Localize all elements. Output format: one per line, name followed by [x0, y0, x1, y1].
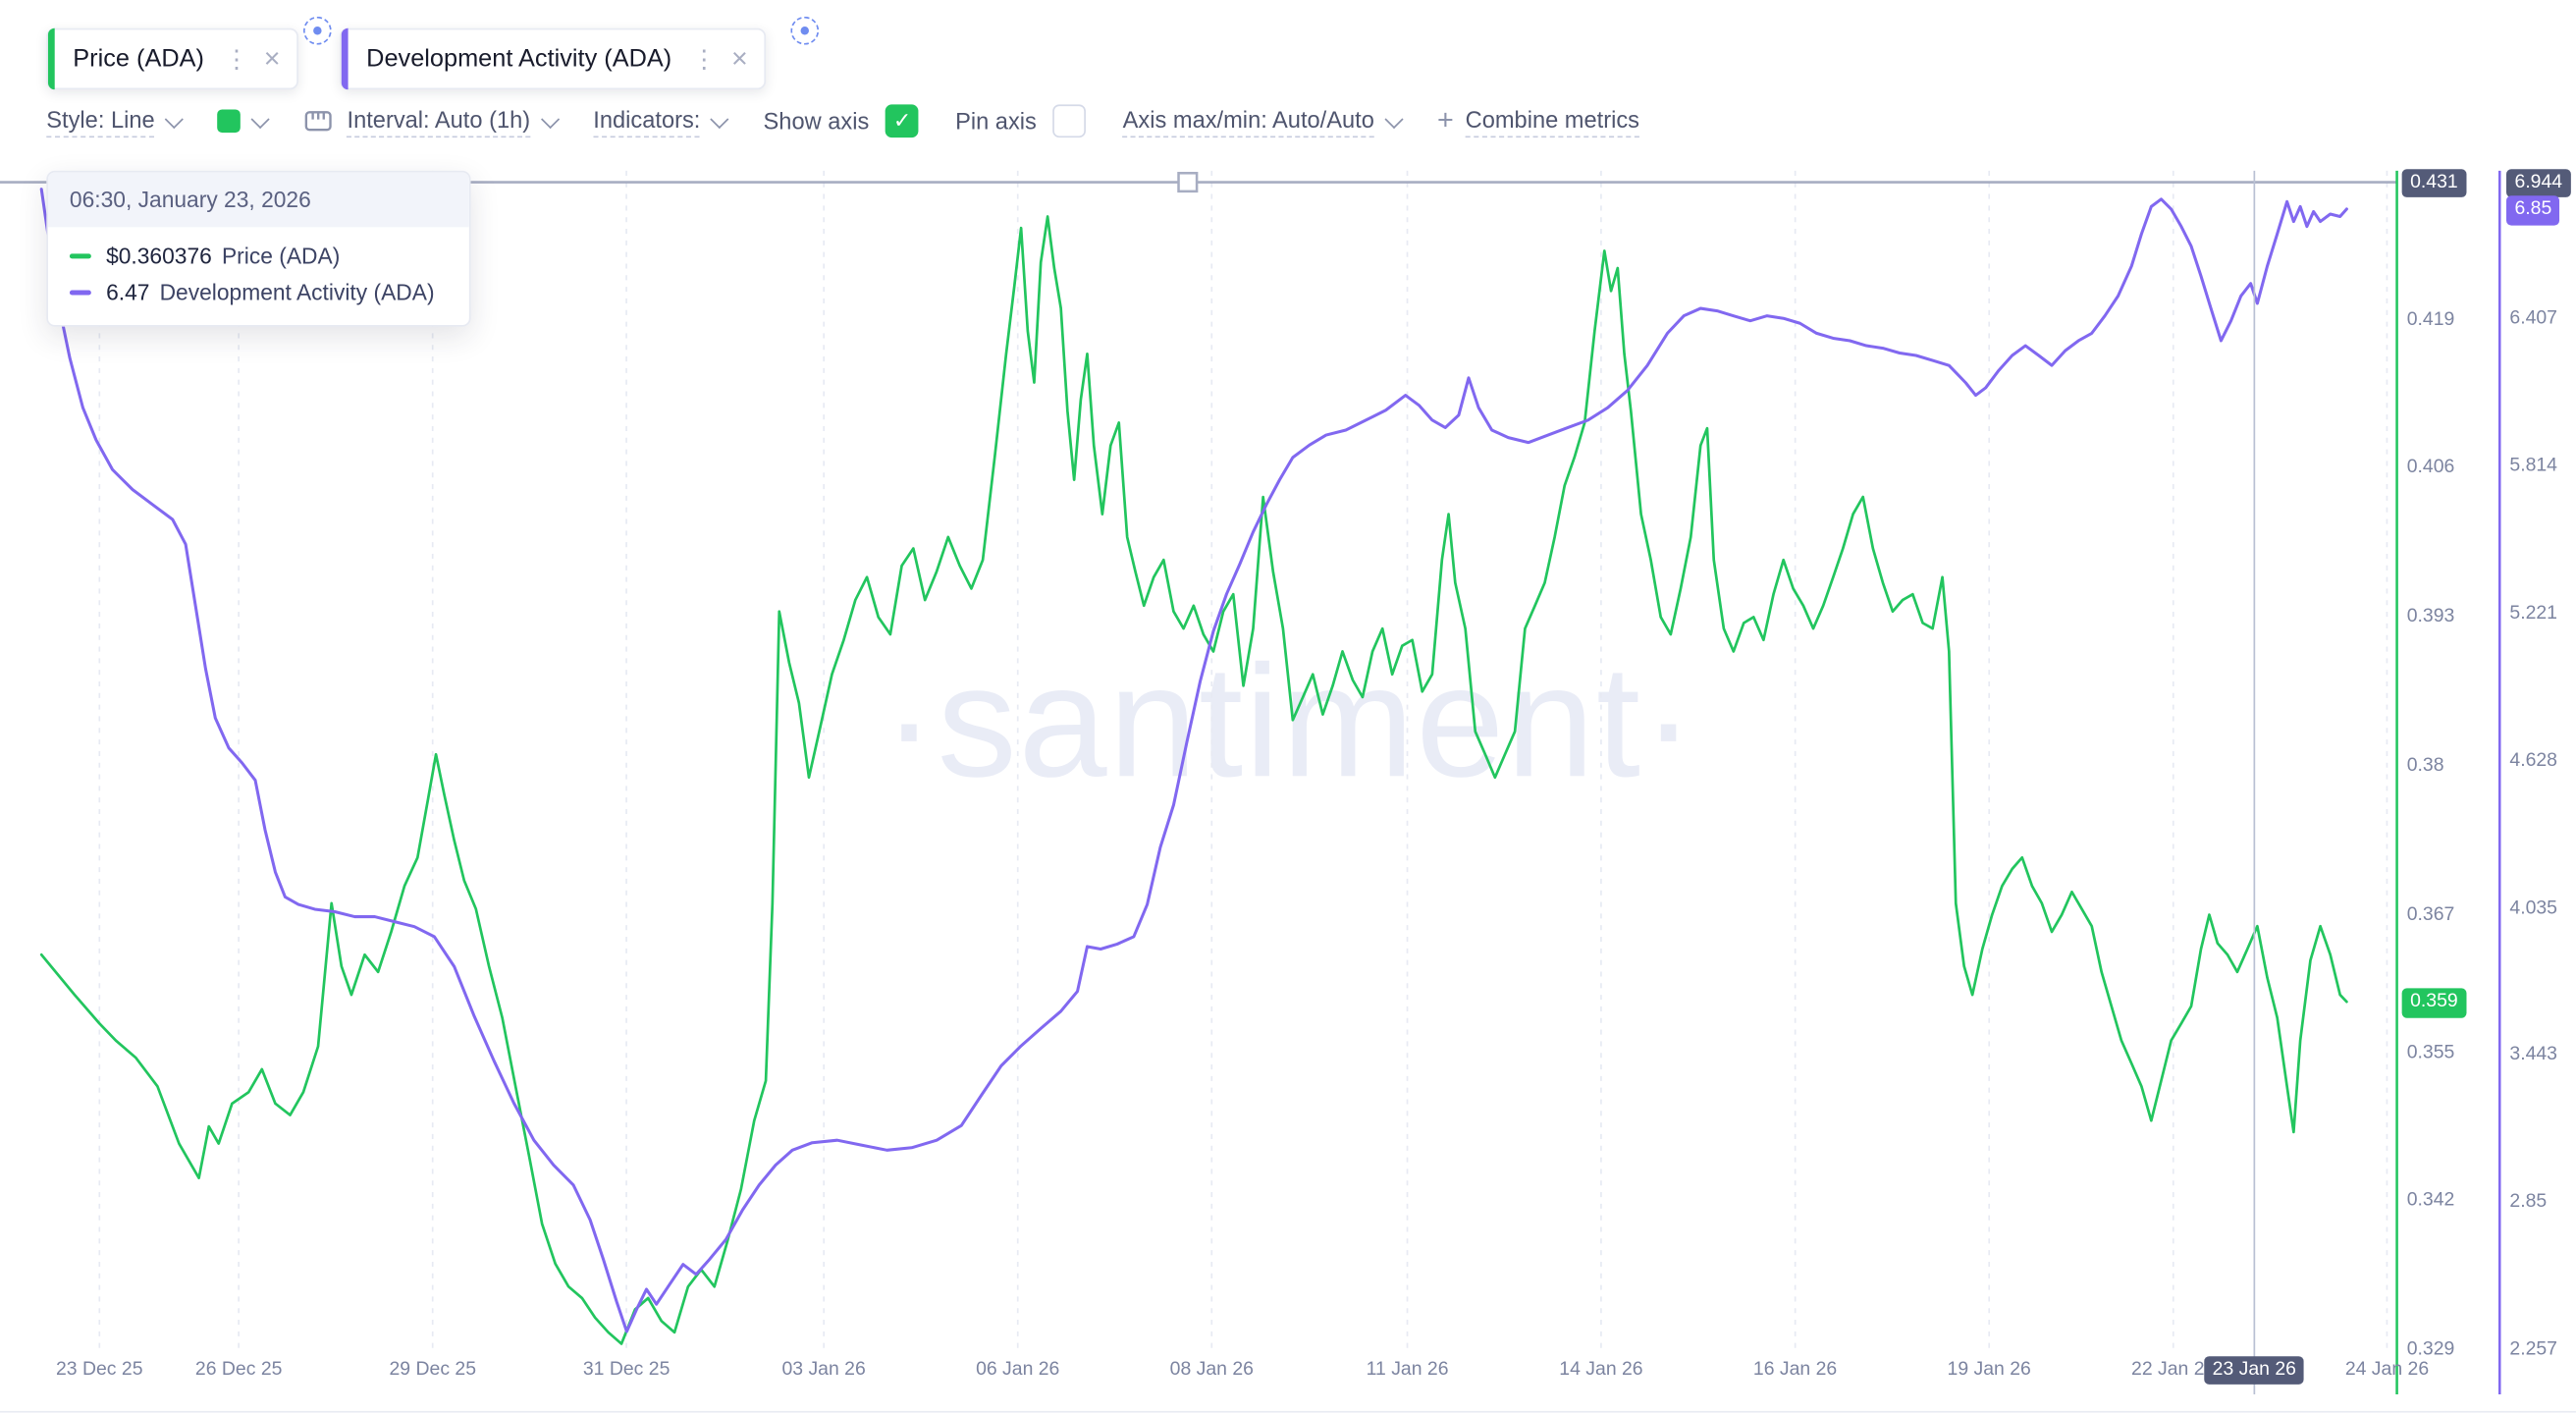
dev-axis-tick: 6.407 — [2509, 308, 2557, 330]
x-axis-label: 16 Jan 26 — [1752, 1359, 1838, 1380]
interval-dropdown[interactable]: Interval: Auto (1h) — [304, 105, 560, 137]
axis-maxmin-dropdown[interactable]: Axis max/min: Auto/Auto — [1122, 105, 1404, 137]
pin-axis-label: Pin axis — [955, 107, 1037, 135]
interval-icon — [305, 111, 333, 132]
indicators-dropdown[interactable]: Indicators: — [593, 105, 730, 137]
chevron-down-icon — [1384, 109, 1404, 129]
chevron-down-icon — [165, 109, 185, 129]
color-swatch[interactable] — [217, 109, 242, 134]
price-axis-tick: 0.38 — [2406, 755, 2444, 777]
threshold-handle[interactable] — [1177, 172, 1199, 193]
color-swatch-dropdown[interactable] — [217, 109, 271, 134]
dev-axis-tick: 3.443 — [2509, 1045, 2557, 1065]
metric-tab-dev-activity[interactable]: Development Activity (ADA) ⋮ × — [340, 27, 767, 90]
pin-axis-toggle[interactable]: Pin axis — [955, 104, 1087, 138]
chart-tooltip: 06:30, January 23, 2026 $0.360376 Price … — [46, 170, 471, 327]
plus-icon: + — [1437, 104, 1454, 136]
dev-axis-tick: 2.257 — [2509, 1339, 2557, 1360]
x-axis-label: 06 Jan 26 — [976, 1359, 1060, 1380]
tooltip-price-value: $0.360376 — [106, 244, 212, 269]
price-axis-tick: 0.342 — [2406, 1190, 2455, 1212]
metric-tab-price[interactable]: Price (ADA) ⋮ × — [46, 27, 299, 90]
close-icon[interactable]: × — [263, 42, 281, 75]
x-axis-label: 24 Jan 26 — [2344, 1359, 2430, 1380]
threshold-price-badge: 0.431 — [2401, 169, 2467, 198]
style-dropdown-label: Style: Line — [46, 105, 155, 137]
interval-label: Interval: Auto (1h) — [347, 105, 531, 137]
x-axis-label: 26 Dec 25 — [194, 1359, 283, 1380]
pin-axis-checkbox[interactable] — [1052, 104, 1087, 138]
metric-tabs: Price (ADA) ⋮ × Development Activity (AD… — [0, 0, 2576, 99]
bottom-divider — [0, 1410, 2576, 1413]
combine-metrics-label: Combine metrics — [1465, 105, 1639, 137]
dev-axis-tick: 2.85 — [2509, 1192, 2548, 1213]
price-axis-tick: 0.355 — [2406, 1042, 2455, 1062]
threshold-dev-badge: 6.944 — [2506, 169, 2571, 198]
x-axis-label: 19 Jan 26 — [1947, 1359, 2031, 1380]
axis-maxmin-label: Axis max/min: Auto/Auto — [1122, 105, 1374, 137]
dev-axis-tick: 4.035 — [2509, 897, 2557, 918]
checkmark-icon: ✓ — [892, 107, 912, 134]
chart-toolbar: Style: Line Interval: Auto (1h) Indicato… — [46, 104, 1639, 138]
tooltip-row-dev: 6.47 Development Activity (ADA) — [69, 280, 448, 305]
x-axis-label: 31 Dec 25 — [582, 1359, 671, 1380]
close-icon[interactable]: × — [731, 42, 748, 75]
dev-axis-tick: 5.814 — [2509, 456, 2557, 476]
price-axis-tick: 0.329 — [2406, 1339, 2455, 1360]
dev-accent-bar — [341, 27, 349, 90]
config-dot — [800, 27, 809, 35]
tooltip-date: 06:30, January 23, 2026 — [47, 172, 469, 228]
indicators-label: Indicators: — [593, 105, 701, 137]
metric-config-icon[interactable] — [790, 16, 820, 45]
tooltip-dev-value: 6.47 — [106, 280, 150, 305]
show-axis-toggle[interactable]: Show axis ✓ — [763, 104, 919, 138]
show-axis-label: Show axis — [763, 107, 870, 135]
kebab-menu-icon[interactable]: ⋮ — [224, 45, 249, 75]
chevron-down-icon — [711, 109, 730, 129]
x-axis-label: 23 Dec 25 — [55, 1359, 143, 1380]
price-axis-tick: 0.393 — [2406, 607, 2455, 627]
x-axis-label: 11 Jan 26 — [1366, 1359, 1449, 1380]
tooltip-dev-name: Development Activity (ADA) — [159, 280, 435, 305]
metric-tab-dev-label: Development Activity (ADA) — [366, 44, 672, 74]
kebab-menu-icon[interactable]: ⋮ — [691, 45, 717, 75]
tooltip-body: $0.360376 Price (ADA) 6.47 Development A… — [48, 227, 469, 325]
x-axis-label: 14 Jan 26 — [1559, 1359, 1643, 1380]
dev-last-value-badge: 6.85 — [2506, 195, 2560, 225]
config-dot — [313, 27, 322, 35]
combine-metrics-button[interactable]: + Combine metrics — [1437, 104, 1639, 137]
crosshair-date-badge: 23 Jan 26 — [2204, 1355, 2305, 1385]
price-series-dash-icon — [69, 253, 91, 259]
x-axis-label: 08 Jan 26 — [1169, 1359, 1254, 1380]
price-axis-tick: 0.406 — [2406, 458, 2455, 479]
x-axis-label: 22 Jan 26 — [2131, 1359, 2216, 1380]
style-dropdown[interactable]: Style: Line — [46, 105, 185, 137]
chevron-down-icon — [251, 109, 271, 129]
price-axis-tick: 0.419 — [2406, 309, 2455, 330]
price-accent-bar — [47, 27, 55, 90]
x-axis-label: 29 Dec 25 — [389, 1359, 477, 1380]
tooltip-price-name: Price (ADA) — [221, 244, 341, 269]
dev-series-dash-icon — [69, 290, 91, 296]
tooltip-row-price: $0.360376 Price (ADA) — [69, 244, 448, 269]
show-axis-checkbox[interactable]: ✓ — [886, 104, 919, 138]
price-last-value-badge: 0.359 — [2401, 988, 2467, 1018]
dev-axis-tick: 5.221 — [2509, 603, 2557, 624]
x-axis-label: 03 Jan 26 — [781, 1359, 866, 1380]
chevron-down-icon — [540, 109, 560, 129]
price-series-line[interactable] — [39, 215, 2348, 1345]
metric-config-icon[interactable] — [302, 16, 332, 45]
metric-tab-price-label: Price (ADA) — [73, 44, 205, 74]
dev-series-line[interactable] — [39, 188, 2348, 1333]
price-axis-tick: 0.367 — [2406, 904, 2455, 925]
dev-axis-tick: 4.628 — [2509, 750, 2557, 771]
